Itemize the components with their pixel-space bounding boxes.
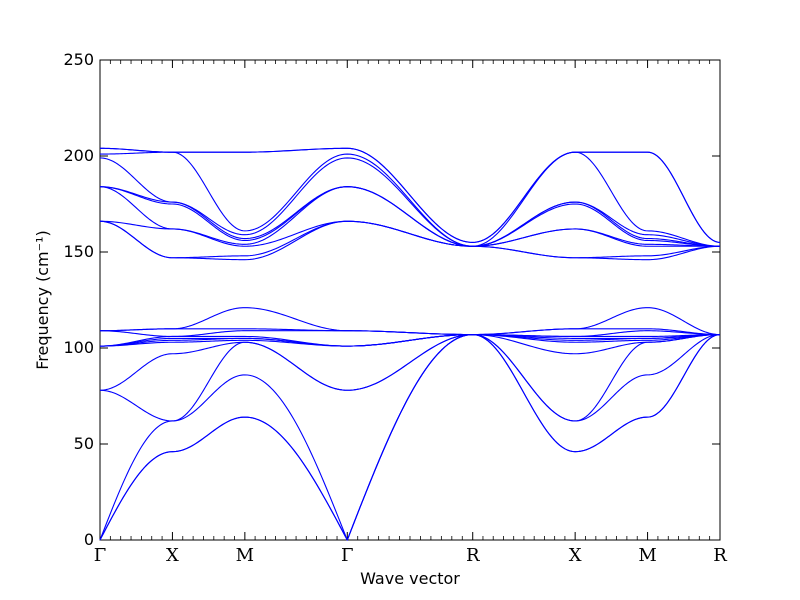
x-axis-label: Wave vector: [360, 569, 460, 588]
symmetry-point-label: R: [713, 545, 727, 566]
symmetry-point-label: Γ: [94, 545, 107, 566]
y-tick-label: 250: [63, 50, 94, 69]
symmetry-point-label: R: [466, 545, 480, 566]
dispersion-branches: [99, 147, 721, 541]
dispersion-branch: [100, 307, 721, 336]
y-tick-label: 0: [84, 530, 94, 549]
y-tick-label: 200: [63, 146, 94, 165]
plot-frame: [99, 59, 721, 541]
dispersion-branch: [99, 157, 721, 247]
symmetry-point-label: M: [638, 545, 656, 566]
y-tick-label: 50: [74, 434, 94, 453]
dispersion-branch: [99, 147, 721, 243]
dispersion-branch: [99, 334, 721, 391]
y-tick-label: 150: [63, 242, 94, 261]
y-axis-label: Frequency (cm⁻¹): [33, 230, 52, 369]
axis-ticks: [99, 59, 721, 541]
symmetry-point-label: X: [569, 545, 582, 566]
axis-tick-labels: 0 50 100 150 200 250 Γ X M Γ R X M R: [63, 50, 727, 566]
symmetry-point-label: X: [166, 545, 179, 566]
dispersion-branch: [99, 334, 721, 541]
dispersion-branch: [100, 151, 721, 247]
symmetry-point-label: Γ: [341, 545, 354, 566]
y-tick-label: 100: [63, 338, 94, 357]
symmetry-point-label: M: [236, 545, 254, 566]
